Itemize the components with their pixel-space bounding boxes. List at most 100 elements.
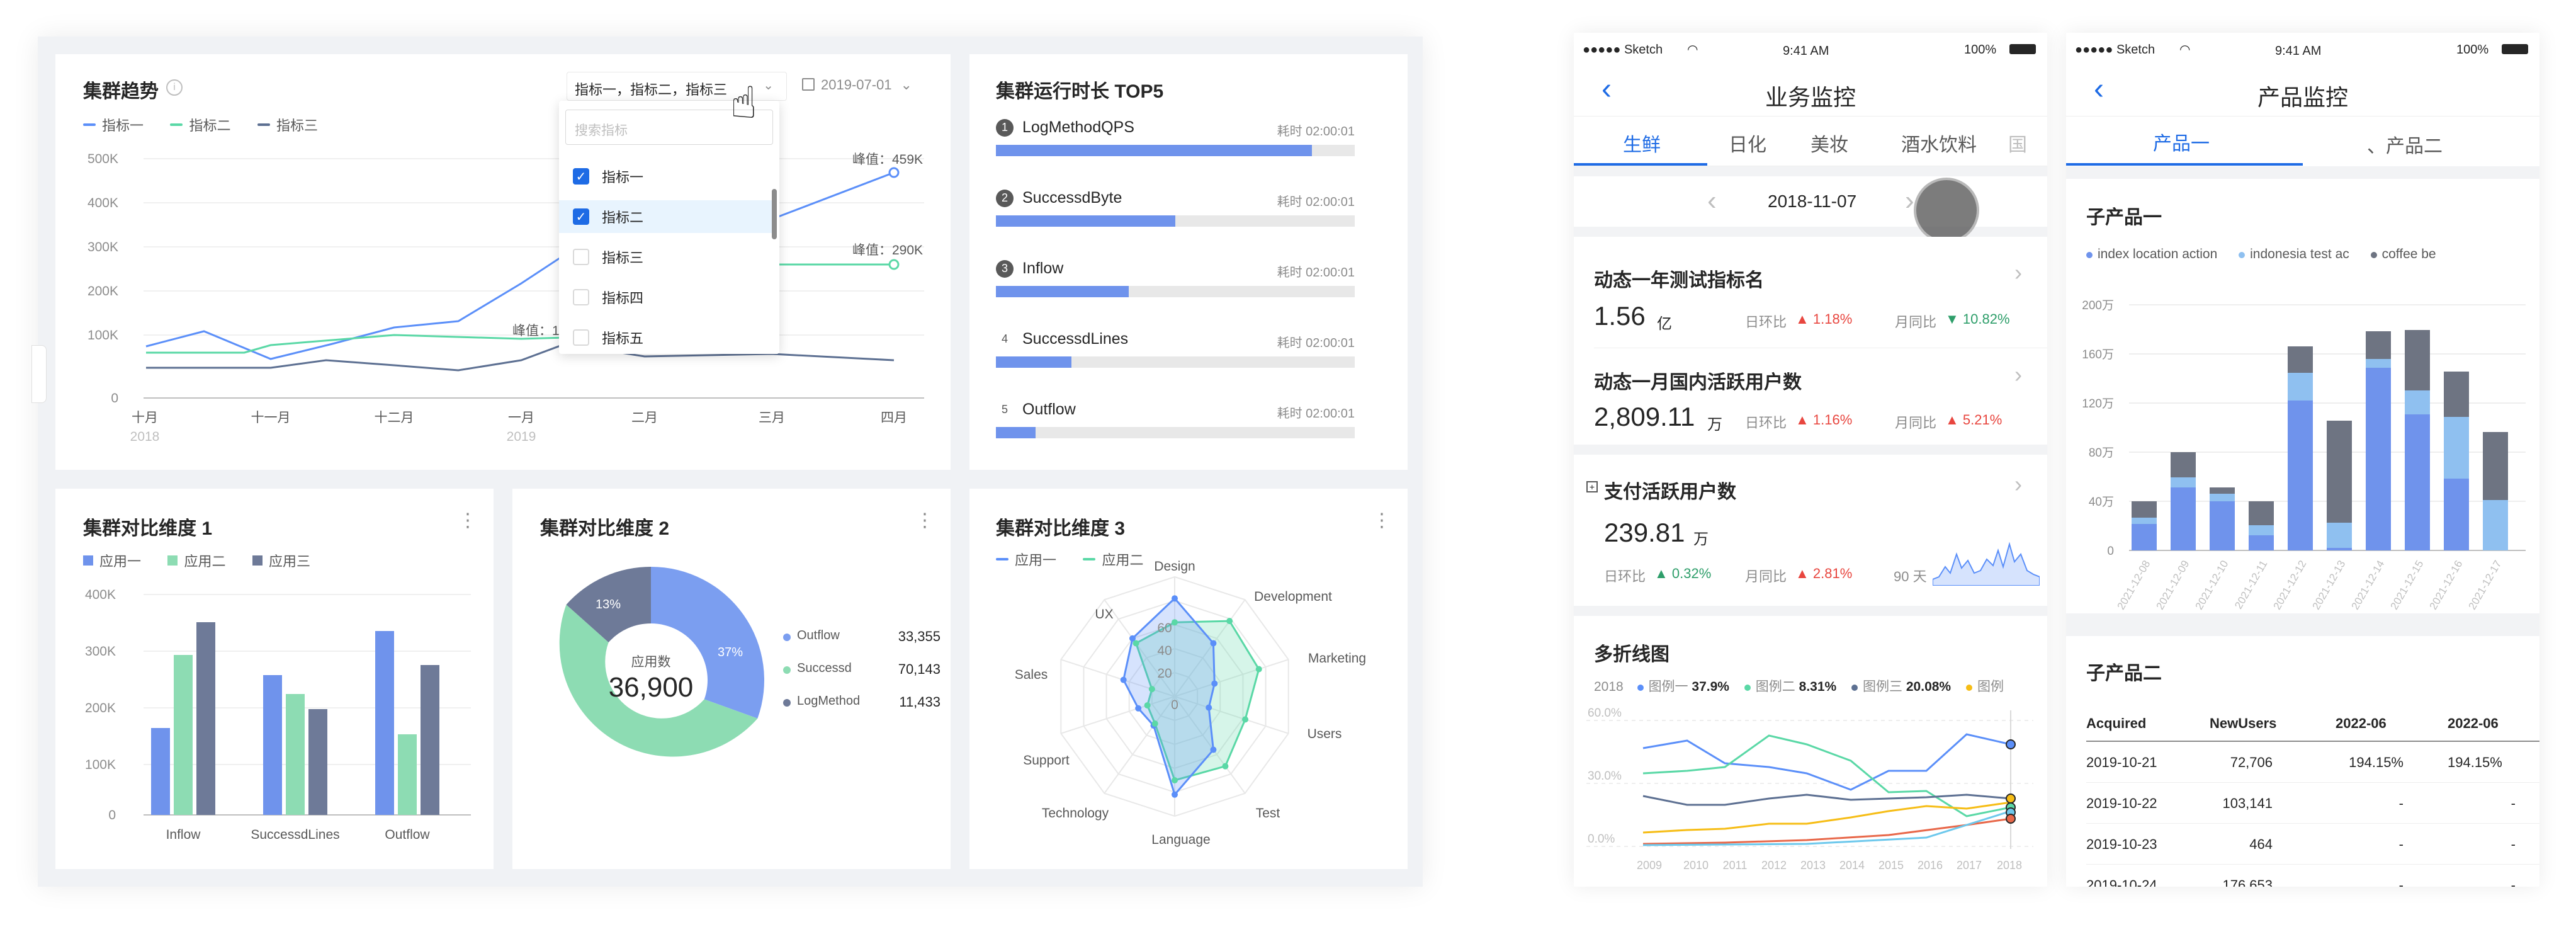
dropdown-scrollbar[interactable] [772, 189, 777, 239]
tab-drinks[interactable]: 酒水饮料 [1901, 135, 1977, 156]
legend-item[interactable]: indonesia test ac [2239, 247, 2349, 261]
legend-item[interactable]: index location action [2086, 247, 2217, 261]
dropdown-option[interactable]: 指标四 [573, 281, 643, 314]
back-chevron-icon[interactable]: ‹ [1602, 72, 1612, 106]
radar-point[interactable] [1211, 680, 1218, 687]
bar[interactable] [2483, 432, 2508, 500]
radar-point[interactable] [1135, 705, 1142, 712]
bar[interactable] [2171, 477, 2196, 487]
donut-slice[interactable] [566, 566, 652, 642]
legend-item[interactable]: 应用二 [167, 550, 225, 571]
bar[interactable] [2444, 479, 2469, 550]
bar[interactable] [2444, 417, 2469, 479]
radar-point[interactable] [1133, 640, 1139, 647]
table-row[interactable]: 2019-10-22 103,141 - - [2086, 783, 2539, 824]
top5-row[interactable]: 2 SuccessdByte 耗时 02:00:01 [996, 189, 1355, 227]
bar[interactable] [2366, 359, 2391, 368]
more-icon[interactable]: ⋮ [915, 510, 934, 531]
tab-daily[interactable]: 日化 [1729, 135, 1766, 156]
radar-point[interactable] [1210, 640, 1217, 647]
bar[interactable] [2210, 487, 2235, 494]
peak-point[interactable] [888, 167, 900, 178]
metric-select[interactable]: 指标一，指标二，指标三 ⌄ [567, 72, 787, 101]
bar[interactable] [2483, 500, 2508, 550]
bar[interactable] [2249, 535, 2274, 550]
bar[interactable] [2210, 494, 2235, 501]
radar-point[interactable] [1172, 791, 1178, 798]
expand-icon[interactable]: + [1586, 481, 1598, 492]
more-icon[interactable]: ⋮ [458, 510, 477, 531]
radar-point[interactable] [1242, 716, 1249, 723]
radar-point[interactable] [1210, 746, 1217, 753]
legend-item[interactable]: 图例一 37.9% [1637, 680, 1729, 694]
bar[interactable] [263, 675, 282, 815]
top5-row[interactable]: 5 Outflow 耗时 02:00:01 [996, 401, 1355, 438]
bar[interactable] [2132, 518, 2157, 524]
dropdown-option[interactable]: 指标三 [573, 241, 643, 273]
bar[interactable] [375, 631, 394, 815]
dropdown-option[interactable]: ✓ 指标二 [559, 200, 776, 233]
legend-item[interactable]: 应用三 [252, 550, 310, 571]
bar[interactable] [2288, 373, 2313, 401]
tab-product-2[interactable]: 、产品二 [2367, 136, 2443, 157]
top5-row[interactable]: 4 SuccessdLines 耗时 02:00:01 [996, 330, 1355, 368]
radar-point[interactable] [1172, 595, 1178, 602]
table-row[interactable]: 2019-10-21 72,706 194.15% 194.15% [2086, 742, 2539, 783]
bar[interactable] [308, 709, 327, 815]
donut-slice[interactable] [651, 567, 765, 719]
top5-row[interactable]: 1 LogMethodQPS 耗时 02:00:01 [996, 118, 1355, 156]
tab-beauty[interactable]: 美妆 [1811, 135, 1848, 156]
bar[interactable] [2288, 346, 2313, 373]
legend-row[interactable]: Successd 70,143 [783, 661, 941, 694]
legend-item[interactable]: 图例三 20.08% [1851, 680, 1951, 694]
bar[interactable] [2327, 421, 2352, 523]
peak-point[interactable] [888, 259, 900, 270]
radar-point[interactable] [1206, 704, 1212, 711]
bar[interactable] [2210, 501, 2235, 550]
legend-item[interactable]: 指标一 [83, 115, 144, 135]
donut-slice[interactable] [559, 605, 758, 757]
bar[interactable] [2171, 452, 2196, 477]
bar[interactable] [2444, 372, 2469, 417]
bar[interactable] [2327, 523, 2352, 548]
bar[interactable] [2366, 368, 2391, 550]
legend-item[interactable]: 指标三 [257, 115, 318, 135]
radar-point[interactable] [1120, 676, 1127, 683]
bar[interactable] [421, 665, 439, 815]
bar[interactable] [2132, 524, 2157, 550]
dropdown-option[interactable]: 指标五 [573, 321, 643, 354]
bar[interactable] [2405, 390, 2430, 414]
legend-item[interactable]: 应用二 [1083, 549, 1143, 569]
bar[interactable] [2366, 331, 2391, 359]
prev-date-icon[interactable]: ‹ [1707, 185, 1717, 216]
radar-point[interactable] [1144, 702, 1151, 709]
legend-row[interactable]: LogMethod 11,433 [783, 694, 941, 727]
legend-item[interactable]: 应用一 [83, 550, 141, 571]
radar-point[interactable] [1151, 720, 1158, 727]
metric-search-input[interactable]: 搜索指标 [565, 110, 773, 145]
radar-point[interactable] [1222, 763, 1229, 770]
bar[interactable] [2405, 330, 2430, 390]
legend-item[interactable]: 应用一 [996, 549, 1056, 569]
bar[interactable] [2327, 548, 2352, 550]
bar[interactable] [196, 622, 215, 815]
more-icon[interactable]: ⋮ [1372, 510, 1391, 531]
next-date-icon[interactable]: › [1905, 185, 1914, 216]
radar-point[interactable] [1172, 619, 1178, 626]
legend-item[interactable]: coffee be [2370, 247, 2436, 261]
metric-card-spark[interactable]: + 支付活跃用户数 › 239.81 万 日环比 ▲ 0.32% 月同比 ▲ 2… [1574, 455, 2047, 606]
bar[interactable] [2249, 501, 2274, 525]
tab-product-1[interactable]: 产品一 [2153, 134, 2210, 154]
checkbox[interactable] [573, 249, 589, 265]
table-row[interactable]: 2019-10-23 464 - - [2086, 824, 2539, 865]
bar[interactable] [2132, 501, 2157, 518]
legend-row[interactable]: Outflow 33,355 [783, 628, 941, 661]
table-row[interactable]: 2019-10-24 176,653 - - [2086, 865, 2539, 887]
bar[interactable] [151, 728, 170, 815]
radar-point[interactable] [1255, 666, 1262, 673]
radar-point[interactable] [1129, 635, 1136, 642]
bar[interactable] [2171, 487, 2196, 550]
checkbox[interactable] [573, 289, 589, 305]
bar[interactable] [286, 694, 305, 815]
dropdown-option[interactable]: ✓ 指标一 [573, 160, 643, 193]
